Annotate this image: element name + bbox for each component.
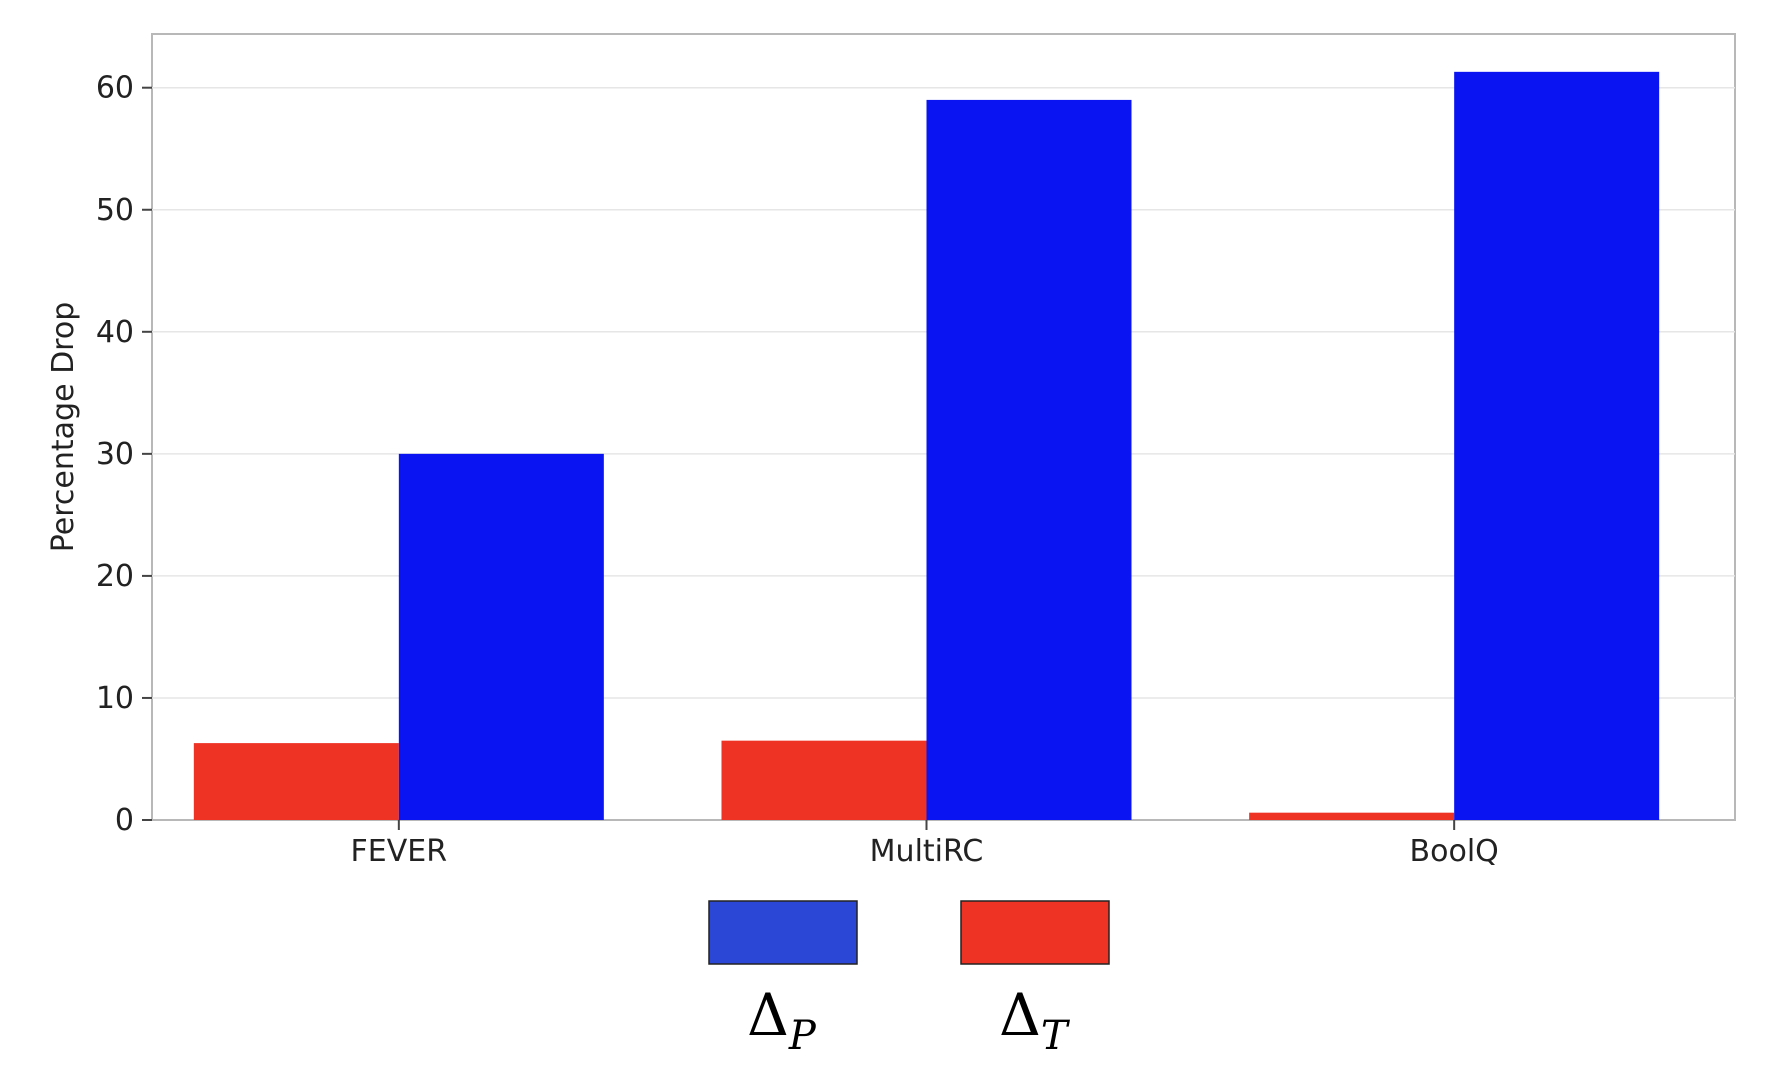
x-tick-label: FEVER: [351, 834, 448, 869]
bar-boolq-t: [1249, 812, 1455, 820]
bar-fever-t: [193, 743, 399, 820]
bar-fever-p: [398, 453, 604, 820]
y-axis-label: Percentage Drop: [46, 302, 81, 552]
bar-multirc-t: [721, 740, 927, 820]
legend-label-p: ΔP: [747, 981, 817, 1059]
bar-multirc-p: [926, 99, 1132, 820]
x-tick-label: MultiRC: [870, 834, 984, 869]
legend: ΔP ΔT: [708, 900, 1110, 1059]
y-tick-label: 10: [96, 681, 134, 716]
bars: [193, 71, 1660, 821]
legend-swatch-t: [960, 900, 1110, 965]
x-axis-ticks: FEVER MultiRC BoolQ: [351, 820, 1499, 869]
legend-label-t: ΔT: [999, 981, 1071, 1059]
legend-swatch-p: [708, 900, 858, 965]
x-tick-label: BoolQ: [1410, 834, 1499, 869]
y-tick-label: 40: [96, 315, 134, 350]
y-tick-label: 30: [96, 437, 134, 472]
y-tick-label: 0: [115, 803, 134, 838]
bar-boolq-p: [1454, 71, 1660, 821]
y-axis-ticks: 0 10 20 30 40 50 60: [96, 71, 152, 838]
y-tick-label: 20: [96, 559, 134, 594]
y-tick-label: 50: [96, 193, 134, 228]
y-tick-label: 60: [96, 71, 134, 106]
